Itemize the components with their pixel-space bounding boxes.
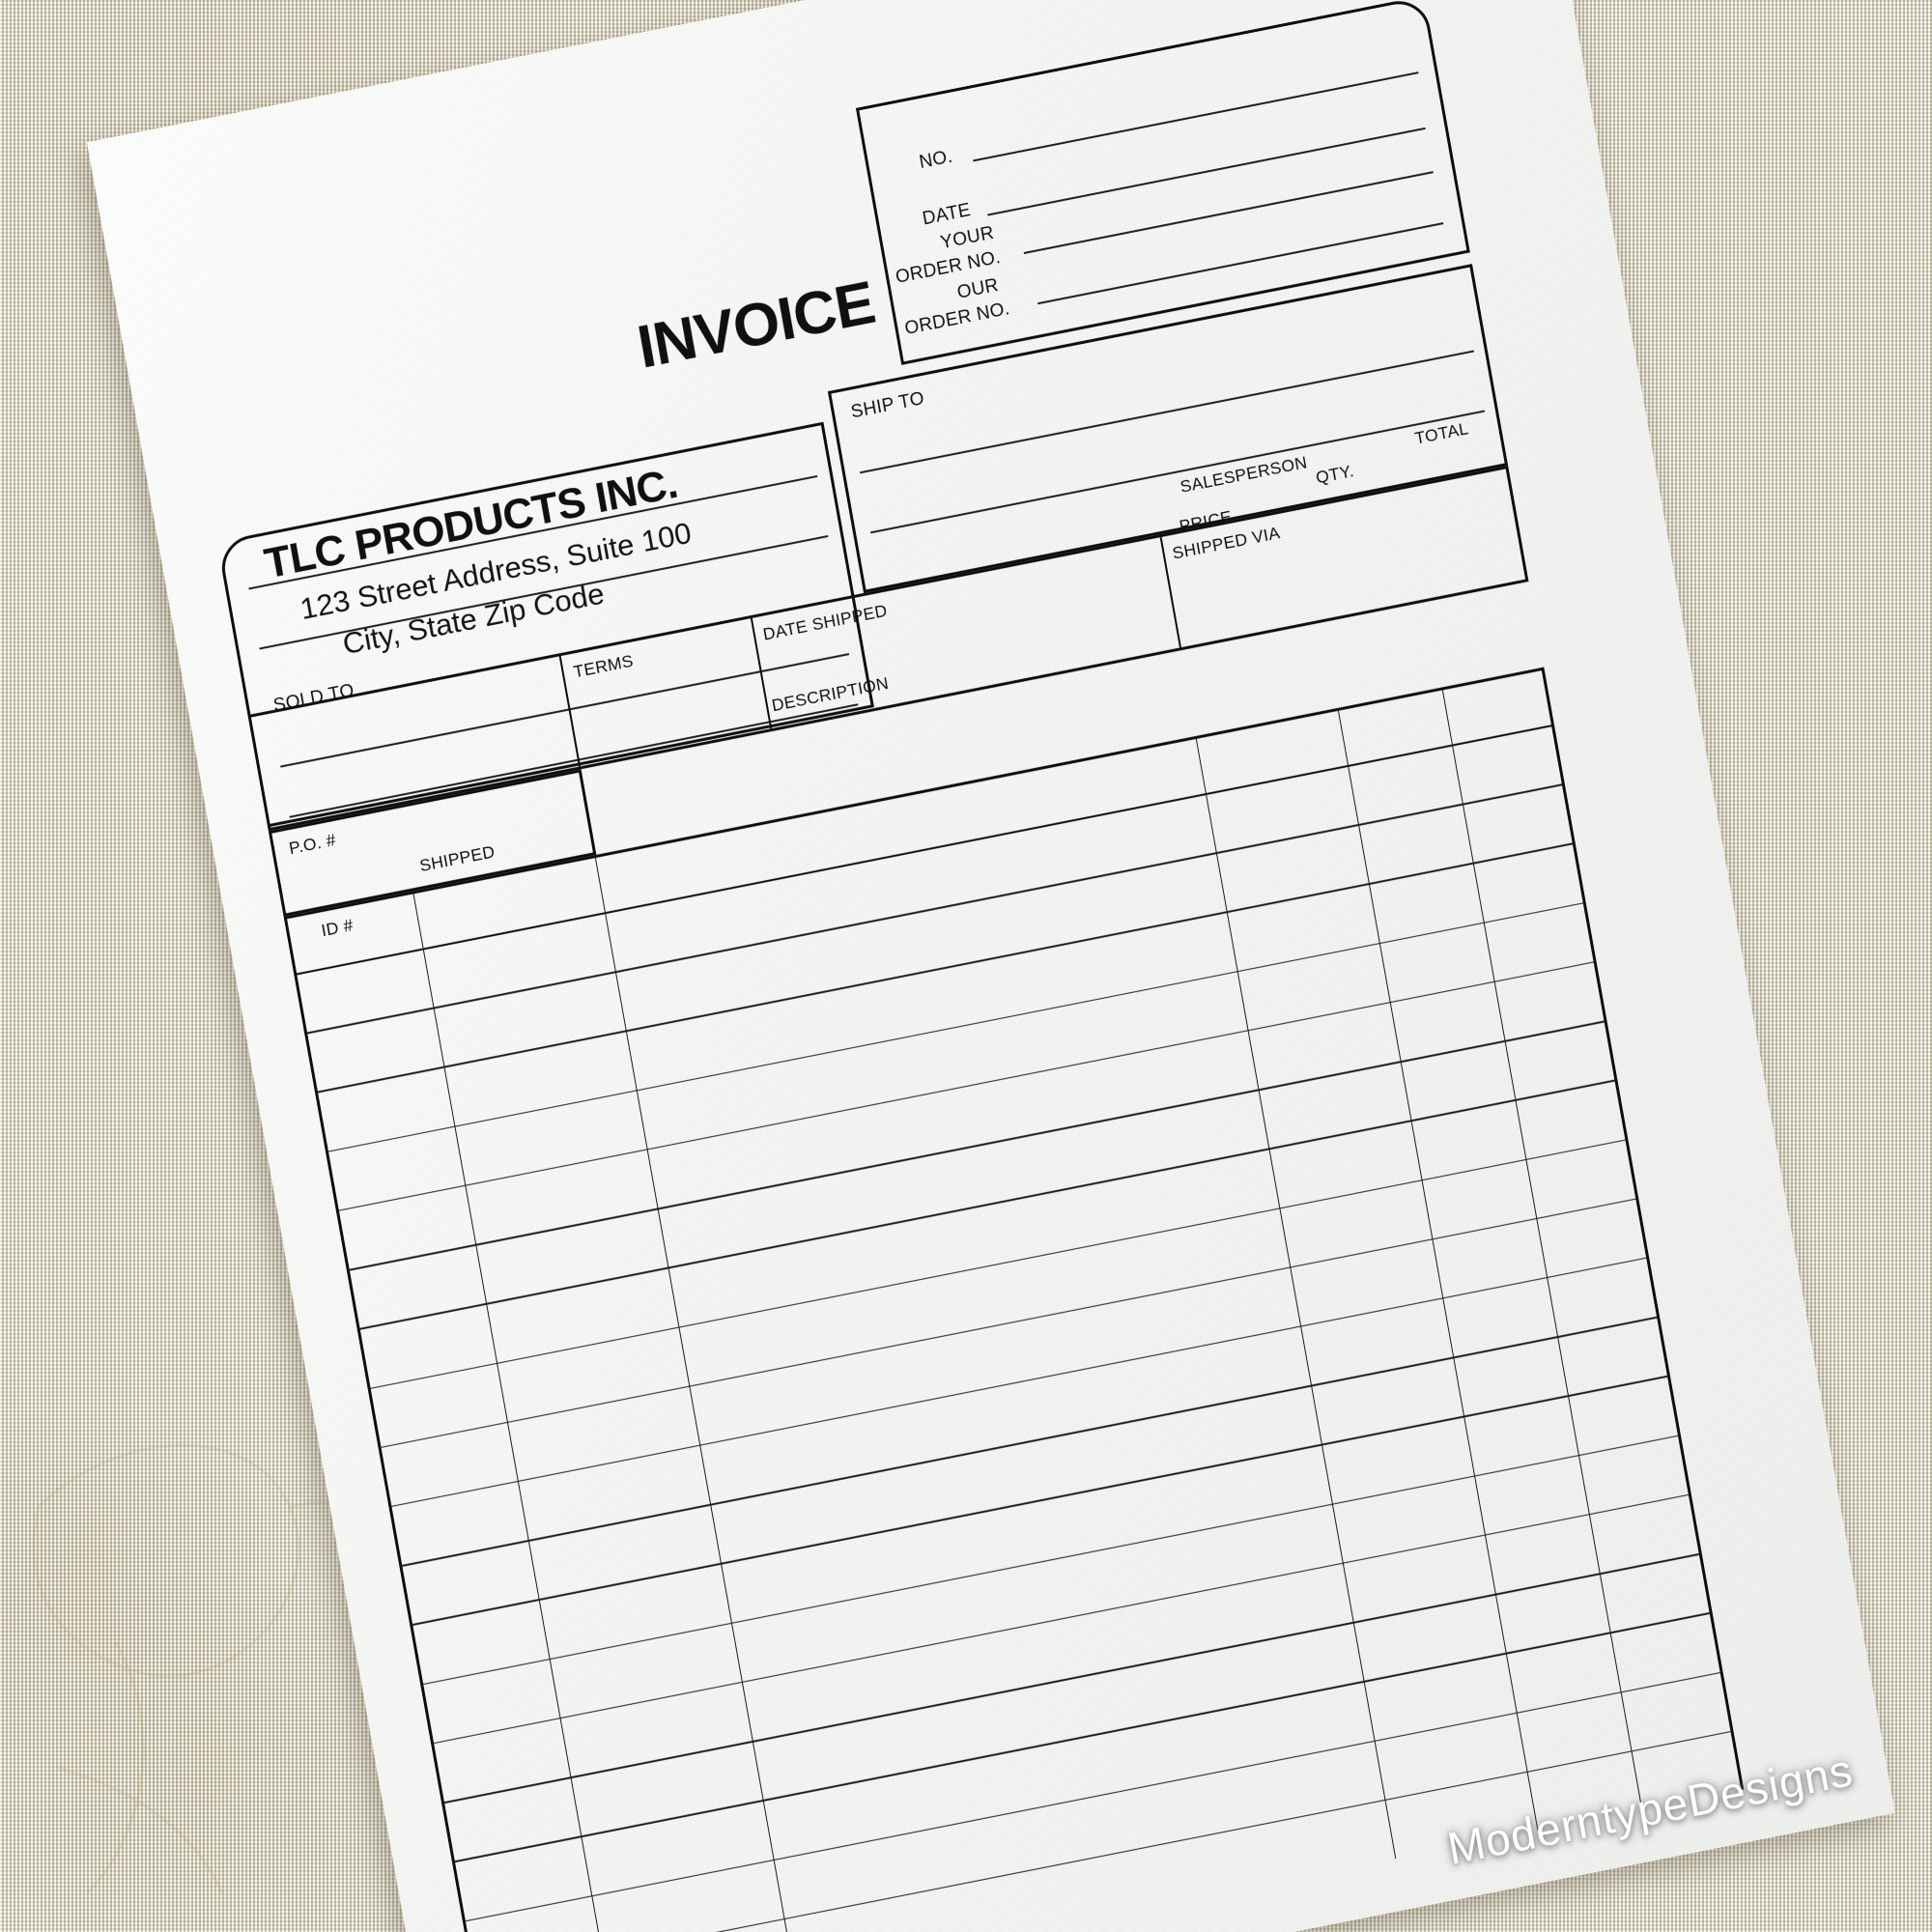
table-rows-container — [87, 0, 1895, 1932]
invoice-paper-sheet: INVOICE TLC PRODUCTS INC. 123 Street Add… — [86, 0, 1895, 1932]
paper-surface: INVOICE TLC PRODUCTS INC. 123 Street Add… — [86, 0, 1895, 1932]
